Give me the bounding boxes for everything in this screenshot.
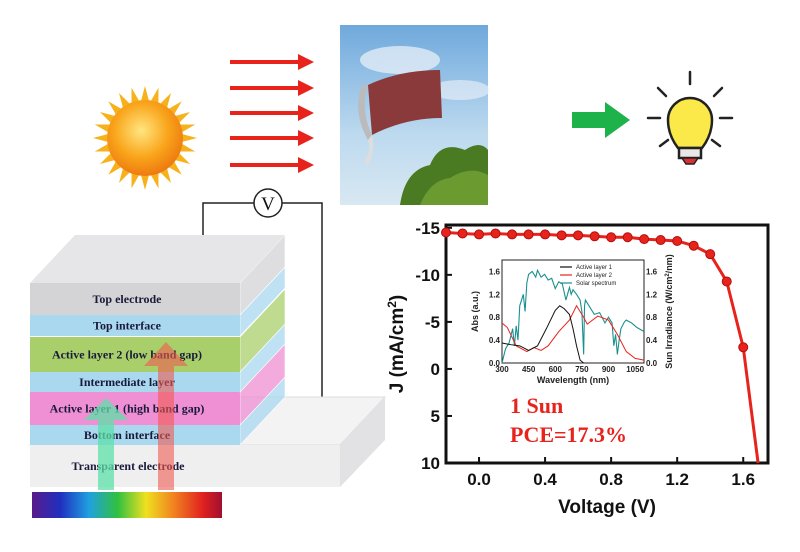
data-point	[738, 342, 749, 353]
data-point	[655, 235, 666, 246]
data-point	[474, 229, 485, 240]
data-point	[721, 276, 732, 287]
stack-layer	[30, 392, 240, 425]
layer-label: Intermediate layer	[79, 375, 175, 389]
data-point	[441, 227, 451, 238]
green-arrow-icon	[572, 102, 630, 138]
stack-layer	[30, 315, 240, 336]
low-energy-light-arrow	[144, 342, 188, 490]
y-axis-label: J (mA/cm2)	[385, 295, 408, 394]
inset-x-tick-label: 1050	[626, 365, 644, 374]
high-energy-light-arrow	[84, 398, 128, 490]
inset-y2-tick-label: 1.6	[646, 267, 658, 276]
data-point	[688, 240, 699, 251]
y-tick-label: 5	[431, 407, 440, 426]
circuit-wire	[202, 202, 323, 420]
x-tick-label: 1.2	[665, 470, 689, 489]
data-point	[573, 230, 584, 241]
layer-label: Active layer 1 (high band gap)	[50, 402, 205, 416]
layer-label: Top interface	[93, 319, 162, 333]
data-point	[705, 249, 716, 260]
flexible-solar-cell-photo	[340, 25, 490, 205]
inset-x-tick-label: 750	[575, 365, 589, 374]
stack-layer	[30, 372, 240, 392]
x-axis-label: Voltage (V)	[558, 497, 656, 518]
sun-icon	[93, 86, 197, 190]
inset-x-tick-label: 300	[495, 365, 509, 374]
data-point	[457, 228, 468, 239]
stack-layer	[30, 283, 240, 315]
inset-series-line	[501, 268, 645, 364]
inset-x-tick-label: 450	[522, 365, 536, 374]
inset-y2-axis-label: Sun Irradiance (W/cm2/nm)	[664, 254, 674, 368]
pce-annotation: PCE=17.3%	[510, 422, 627, 447]
inset-y2-tick-label: 0.8	[646, 313, 658, 322]
inset-y-tick-label: 1.6	[489, 267, 501, 276]
y-tick-label: -15	[415, 219, 440, 238]
layer-label: Top electrode	[93, 292, 163, 306]
y-tick-label: 0	[431, 360, 440, 379]
light-bulb-icon	[646, 70, 734, 165]
inset-y-tick-label: 0.4	[489, 336, 501, 345]
data-point	[606, 232, 617, 243]
inset-x-tick-label: 600	[549, 365, 563, 374]
data-point	[523, 229, 534, 240]
data-point	[622, 232, 633, 243]
layer-label: Bottom interface	[84, 428, 171, 442]
data-point	[589, 231, 600, 242]
inset-x-tick-label: 900	[602, 365, 616, 374]
light-arrow-icon	[230, 54, 314, 173]
inset-series-line	[501, 304, 645, 361]
x-tick-label: 0.8	[599, 470, 623, 489]
inset-frame	[501, 259, 645, 364]
inset-y-tick-label: 1.2	[489, 290, 501, 299]
inset-x-axis-label: Wavelength (nm)	[537, 375, 609, 385]
stack-layer	[30, 425, 240, 445]
x-tick-label: 1.6	[731, 470, 755, 489]
y-tick-label: 10	[421, 454, 440, 473]
x-tick-label: 0.0	[467, 470, 491, 489]
jv-chart: 0.0 0.4 0.8 1.2 1.6 -15 -10 -5 0 5 10 Voltage (V) J …	[385, 219, 770, 518]
stack-layer	[30, 337, 240, 372]
inset-y2-tick-label: 0.0	[646, 359, 658, 368]
data-point	[490, 228, 501, 239]
inset-y2-tick-label: 0.4	[646, 336, 658, 345]
inset-y-tick-label: 0.8	[489, 313, 501, 322]
inset-series-line	[501, 305, 584, 364]
data-point	[507, 229, 518, 240]
legend-label: Active layer 2	[576, 273, 613, 279]
data-point	[639, 234, 650, 245]
inset-y-tick-label: 0.0	[489, 359, 501, 368]
svg-text:V: V	[261, 194, 275, 215]
sun-annotation: 1 Sun	[510, 393, 563, 418]
data-point	[556, 230, 567, 241]
inset-y2-tick-label: 1.2	[646, 290, 658, 299]
data-point	[672, 235, 683, 246]
data-point	[540, 229, 551, 240]
plot-frame	[444, 223, 770, 465]
voltmeter-icon: V	[253, 188, 283, 218]
legend-label: Active layer 1	[576, 265, 613, 271]
y-tick-label: -5	[425, 313, 440, 332]
inset-y-axis-label: Abs (a.u.)	[470, 291, 480, 332]
spectrum-bar	[32, 492, 222, 518]
x-tick-label: 0.4	[533, 470, 557, 489]
y-tick-label: -10	[415, 266, 440, 285]
legend-label: Solar spectrum	[576, 281, 616, 287]
